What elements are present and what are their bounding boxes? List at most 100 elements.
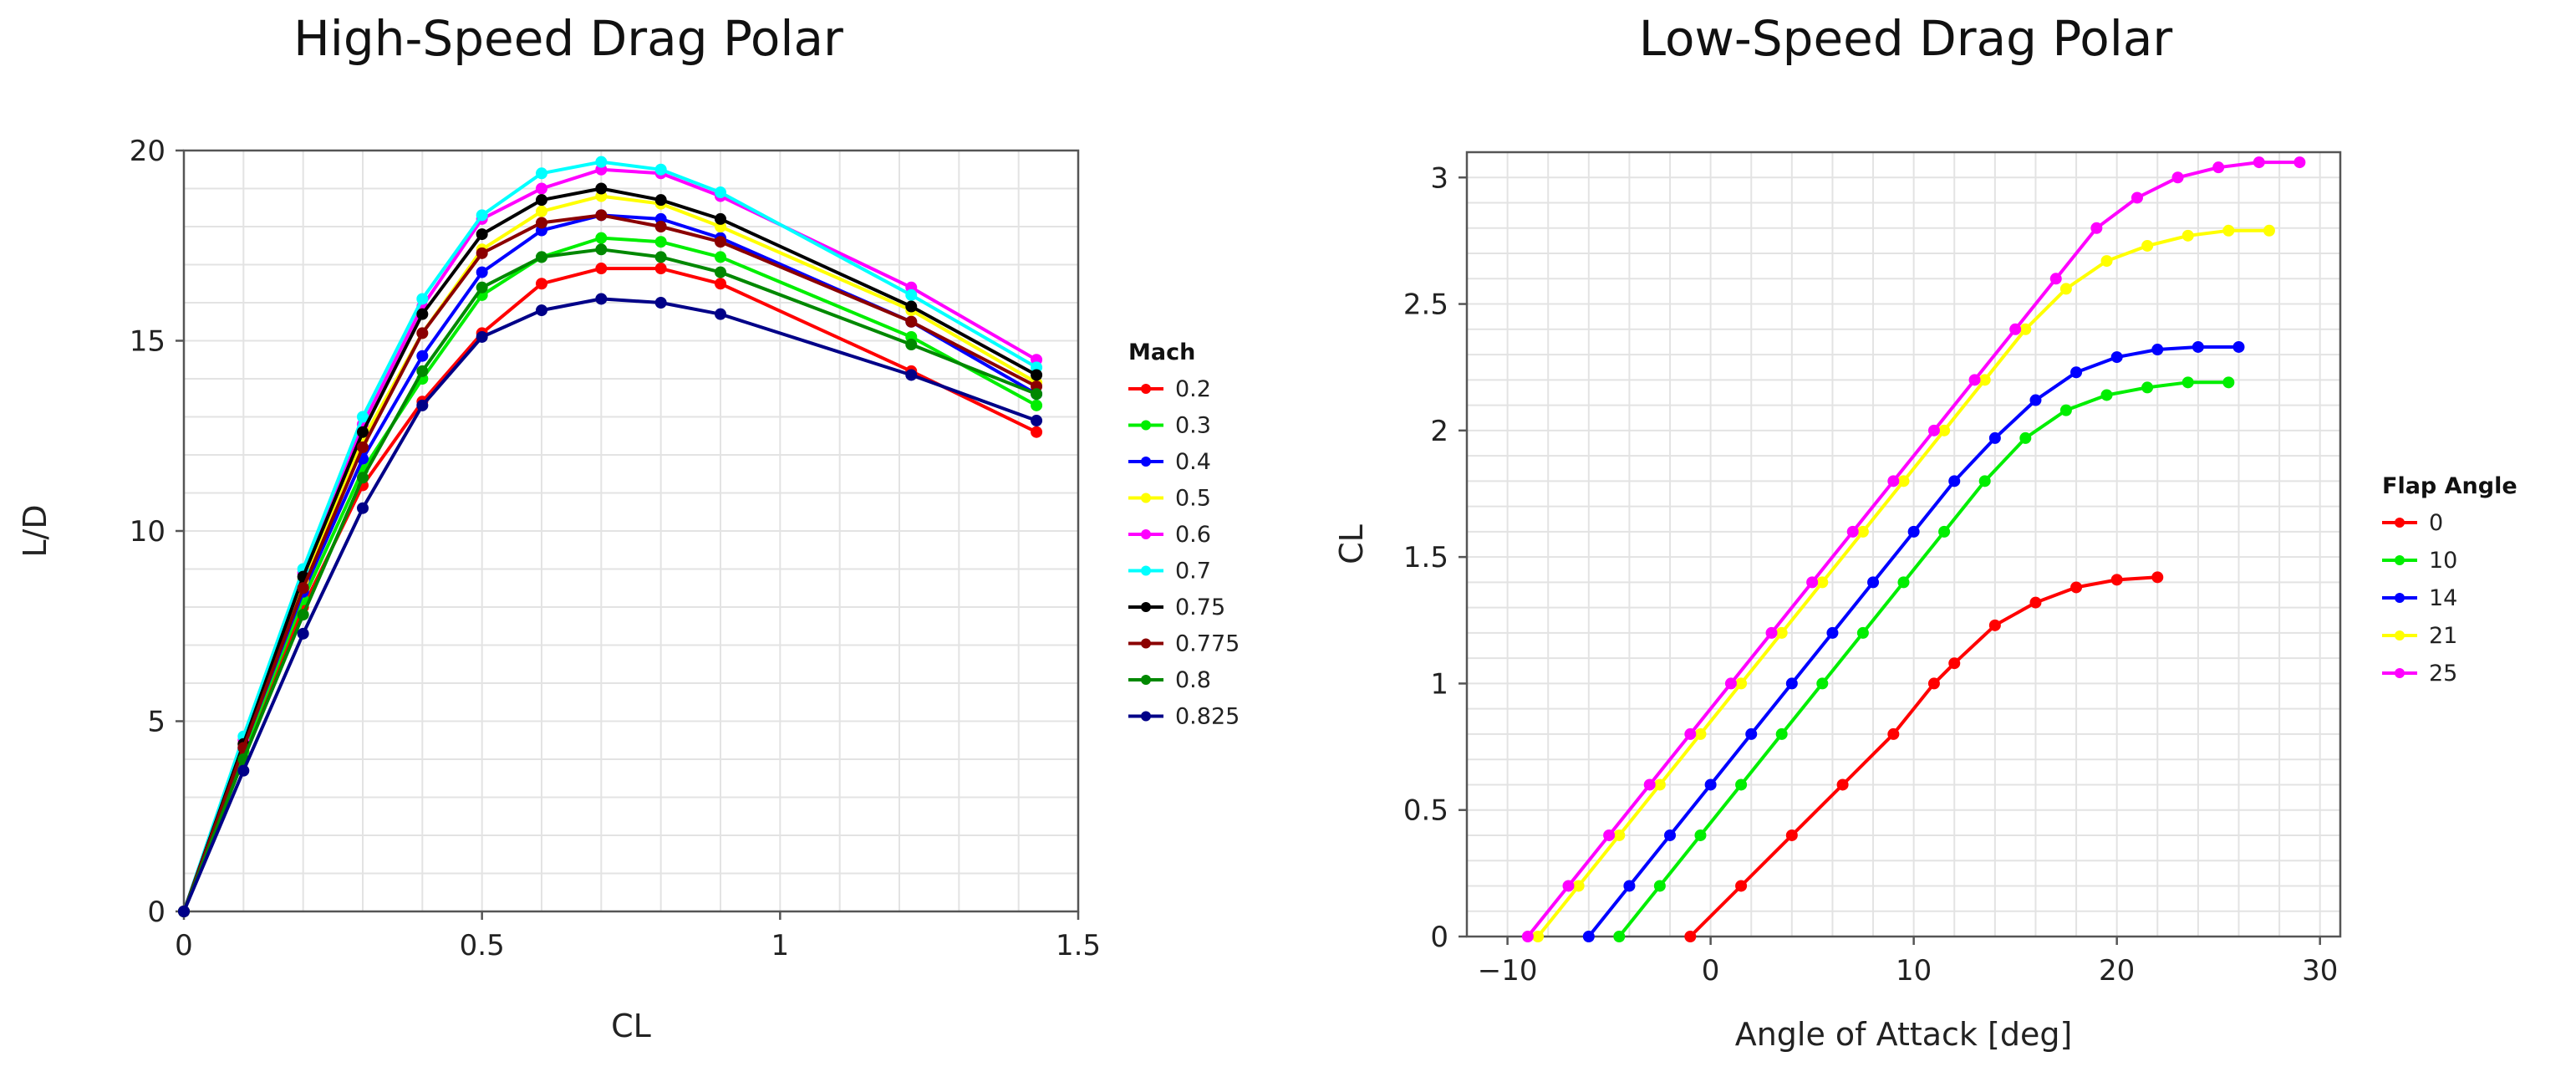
data-point: [416, 399, 429, 411]
data-point: [536, 278, 547, 290]
data-point: [476, 281, 488, 293]
data-point: [2100, 389, 2113, 401]
legend-entry: 0.825: [1175, 704, 1240, 730]
y-tick-label: 0: [1430, 921, 1448, 954]
data-point: [476, 330, 488, 343]
data-point: [1806, 576, 1819, 589]
data-point: [416, 350, 429, 362]
x-axis-label: CL: [611, 1008, 651, 1044]
data-point: [1867, 576, 1880, 589]
data-point: [2181, 229, 2194, 242]
data-point: [178, 906, 190, 917]
data-point: [1694, 829, 1707, 841]
data-point: [536, 167, 547, 180]
series-line: [182, 160, 1038, 912]
data-point: [715, 278, 726, 290]
data-point: [595, 243, 608, 256]
data-point: [905, 369, 918, 381]
data-point: [536, 217, 547, 229]
data-point: [595, 232, 608, 244]
legend-marker: [2395, 555, 2405, 565]
y-tick-label: 3: [1430, 161, 1448, 195]
series-25: [1521, 156, 2306, 942]
data-point: [2212, 161, 2225, 174]
data-point: [476, 247, 488, 259]
data-point: [654, 297, 667, 309]
data-point: [2009, 323, 2022, 335]
data-point: [1938, 424, 1951, 436]
data-point: [1856, 525, 1869, 538]
legend-entry: 10: [2429, 548, 2457, 574]
x-tick-label: 1: [771, 929, 790, 962]
data-point: [1978, 374, 1991, 386]
data-point: [1927, 677, 1940, 690]
y-tick-label: 2.5: [1403, 288, 1448, 322]
series-21: [1532, 224, 2275, 942]
series-line: [182, 236, 1038, 912]
legend-entry: 0.2: [1175, 376, 1211, 402]
legend-title: Flap Angle: [2382, 473, 2517, 499]
data-point: [654, 236, 667, 248]
data-point: [715, 236, 726, 248]
data-point: [2059, 283, 2072, 295]
data-point: [2253, 156, 2265, 169]
data-point: [1562, 880, 1575, 892]
data-point: [536, 194, 547, 207]
data-point: [1735, 778, 1748, 791]
data-point: [1613, 931, 1626, 942]
data-point: [1031, 415, 1043, 427]
data-point: [1907, 525, 1920, 538]
data-point: [1775, 727, 1788, 740]
x-axis-label: Angle of Attack [deg]: [1735, 1016, 2073, 1053]
chart-1: −10 0 10 20 30 0 0.5 1 1.5 2 2.5 3 Angle of Attack […: [1333, 151, 2517, 1053]
data-point: [905, 339, 918, 351]
data-point: [1846, 525, 1859, 538]
x-tick-label: 10: [1896, 954, 1932, 988]
series-0-6: [178, 163, 1043, 917]
legend-marker: [2395, 630, 2405, 641]
data-point: [2110, 351, 2123, 364]
data-point: [715, 212, 726, 225]
legend-marker: [2395, 518, 2405, 528]
data-point: [1826, 626, 1839, 639]
series-10: [1613, 376, 2235, 942]
data-point: [357, 441, 369, 453]
legend: Flap Angle 0 10 14 21 25: [2382, 473, 2517, 687]
data-point: [416, 293, 429, 305]
data-point: [905, 315, 918, 328]
y-tick-label: 10: [130, 515, 165, 549]
data-point: [1623, 880, 1636, 892]
data-point: [2293, 156, 2306, 169]
data-point: [1603, 829, 1616, 841]
data-point: [654, 221, 667, 232]
legend-entry: 14: [2429, 585, 2457, 611]
legend-entry: 0.4: [1175, 449, 1211, 475]
data-point: [416, 327, 429, 339]
y-tick-label: 0: [147, 896, 165, 929]
data-point: [1653, 778, 1666, 791]
legend: Mach 0.2 0.3 0.4 0.5 0.6 0.7 0.75 0.775 0.8 0.825: [1128, 339, 1240, 730]
data-point: [1031, 426, 1043, 438]
series-line: [1688, 575, 2158, 938]
data-point: [2019, 431, 2032, 444]
data-point: [297, 609, 309, 621]
data-point: [2070, 366, 2083, 379]
legend-entry: 0.775: [1175, 631, 1240, 657]
data-point: [595, 156, 608, 168]
data-point: [297, 582, 309, 595]
legend-marker: [1141, 602, 1151, 612]
data-point: [1927, 424, 1940, 436]
data-point: [2192, 340, 2204, 353]
data-point: [905, 300, 918, 313]
data-point: [1521, 931, 1534, 942]
data-point: [536, 205, 547, 217]
data-point: [1836, 778, 1849, 791]
legend-marker: [1141, 638, 1151, 649]
data-point: [1653, 880, 1666, 892]
data-point: [2100, 255, 2113, 268]
data-point: [1968, 374, 1981, 386]
data-point: [1785, 829, 1798, 841]
series-0: [1684, 571, 2164, 942]
y-tick-label: 1: [1430, 667, 1448, 701]
data-point: [1887, 475, 1900, 487]
